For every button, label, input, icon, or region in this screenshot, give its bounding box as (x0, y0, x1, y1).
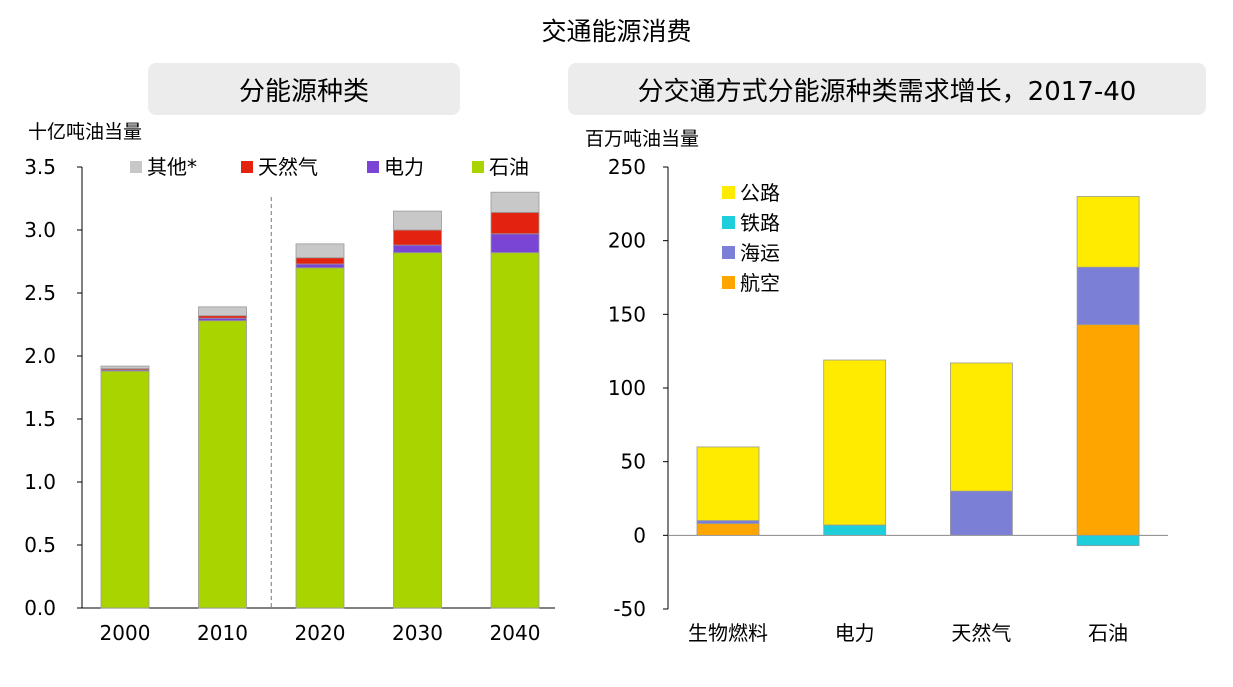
right-bar-marine-3 (1076, 266, 1140, 326)
left-bar-gas-3 (393, 229, 442, 246)
right-bar-rail-3 (1076, 534, 1140, 547)
right-y-tick-label: 150 (608, 302, 646, 326)
right-bar-rail-1 (823, 524, 887, 536)
left-legend-swatch-gas (241, 161, 253, 173)
right-legend-label-road: 公路 (740, 181, 780, 205)
left-y-tick-label: 0.5 (24, 533, 56, 557)
right-bar-aviation-0 (696, 523, 760, 536)
right-legend-swatch-aviation (722, 276, 735, 289)
left-bar-electricity-4 (490, 233, 540, 254)
left-bar-gas-2 (295, 257, 345, 265)
left-x-tick-label: 2030 (392, 621, 443, 645)
main-title: 交通能源消费 (541, 17, 692, 46)
left-bar-other-4 (490, 191, 540, 213)
left-x-tick-label: 2010 (197, 621, 248, 645)
right-panel-header: 分交通方式分能源种类需求增长，2017-40 (568, 63, 1206, 115)
left-legend-swatch-oil (472, 161, 484, 173)
left-legend-label-other: 其他* (147, 155, 197, 179)
right-legend-label-rail: 铁路 (740, 211, 780, 235)
left-y-tick-label: 3.5 (24, 155, 56, 179)
left-y-tick-label: 2.0 (24, 344, 56, 368)
left-bar-electricity-2 (295, 263, 345, 269)
left-bar-oil-4 (490, 252, 540, 609)
left-bar-electricity-3 (393, 244, 442, 254)
left-y-tick-label: 2.5 (24, 281, 56, 305)
right-legend-label-aviation: 航空 (740, 271, 780, 295)
right-bar-road-1 (823, 359, 887, 526)
right-bar-road-3 (1076, 196, 1140, 268)
left-bar-other-0 (100, 365, 150, 369)
right-bar-road-2 (950, 362, 1013, 492)
left-legend-swatch-electricity (367, 161, 379, 173)
left-panel-header: 分能源种类 (148, 63, 460, 115)
right-bar-marine-0 (696, 520, 760, 524)
right-bar-aviation-3 (1076, 324, 1140, 536)
left-y-tick-label: 3.0 (24, 218, 56, 242)
left-bar-oil-1 (198, 320, 247, 609)
right-x-tick-label: 生物燃料 (688, 621, 768, 645)
right-bar-road-0 (696, 446, 760, 521)
left-bar-other-3 (393, 210, 442, 231)
left-bar-other-1 (198, 306, 247, 317)
right-y-tick-label: 200 (608, 229, 646, 253)
left-legend-label-oil: 石油 (489, 155, 529, 179)
left-bar-oil-0 (100, 370, 150, 609)
left-legend-label-electricity: 电力 (384, 155, 424, 179)
left-bar-oil-3 (393, 252, 442, 609)
right-x-tick-label: 电力 (835, 621, 875, 645)
left-y-axis-label: 十亿吨油当量 (28, 121, 142, 143)
right-y-tick-label: 50 (621, 450, 646, 474)
right-bar-marine-2 (950, 490, 1013, 536)
right-y-tick-label: 0 (633, 523, 646, 547)
right-legend-swatch-rail (722, 216, 735, 229)
right-legend-swatch-road (722, 186, 735, 199)
left-bar-oil-2 (295, 267, 345, 609)
left-y-tick-label: 0.0 (24, 596, 56, 620)
left-y-tick-label: 1.0 (24, 470, 56, 494)
right-x-tick-label: 石油 (1088, 621, 1128, 645)
left-bar-gas-4 (490, 211, 540, 235)
left-bar-other-2 (295, 243, 345, 259)
right-y-tick-label: 250 (608, 155, 646, 179)
right-legend-label-marine: 海运 (740, 241, 780, 265)
left-x-tick-label: 2020 (295, 621, 346, 645)
right-x-tick-label: 天然气 (951, 621, 1011, 645)
right-y-axis-label: 百万吨油当量 (585, 128, 699, 150)
left-legend-swatch-other (130, 161, 142, 173)
right-y-tick-label: -50 (613, 597, 646, 621)
left-y-tick-label: 1.5 (24, 407, 56, 431)
right-legend-swatch-marine (722, 246, 735, 259)
left-legend-label-gas: 天然气 (258, 155, 318, 179)
right-y-tick-label: 100 (608, 376, 646, 400)
left-x-tick-label: 2040 (490, 621, 541, 645)
left-x-tick-label: 2000 (100, 621, 151, 645)
